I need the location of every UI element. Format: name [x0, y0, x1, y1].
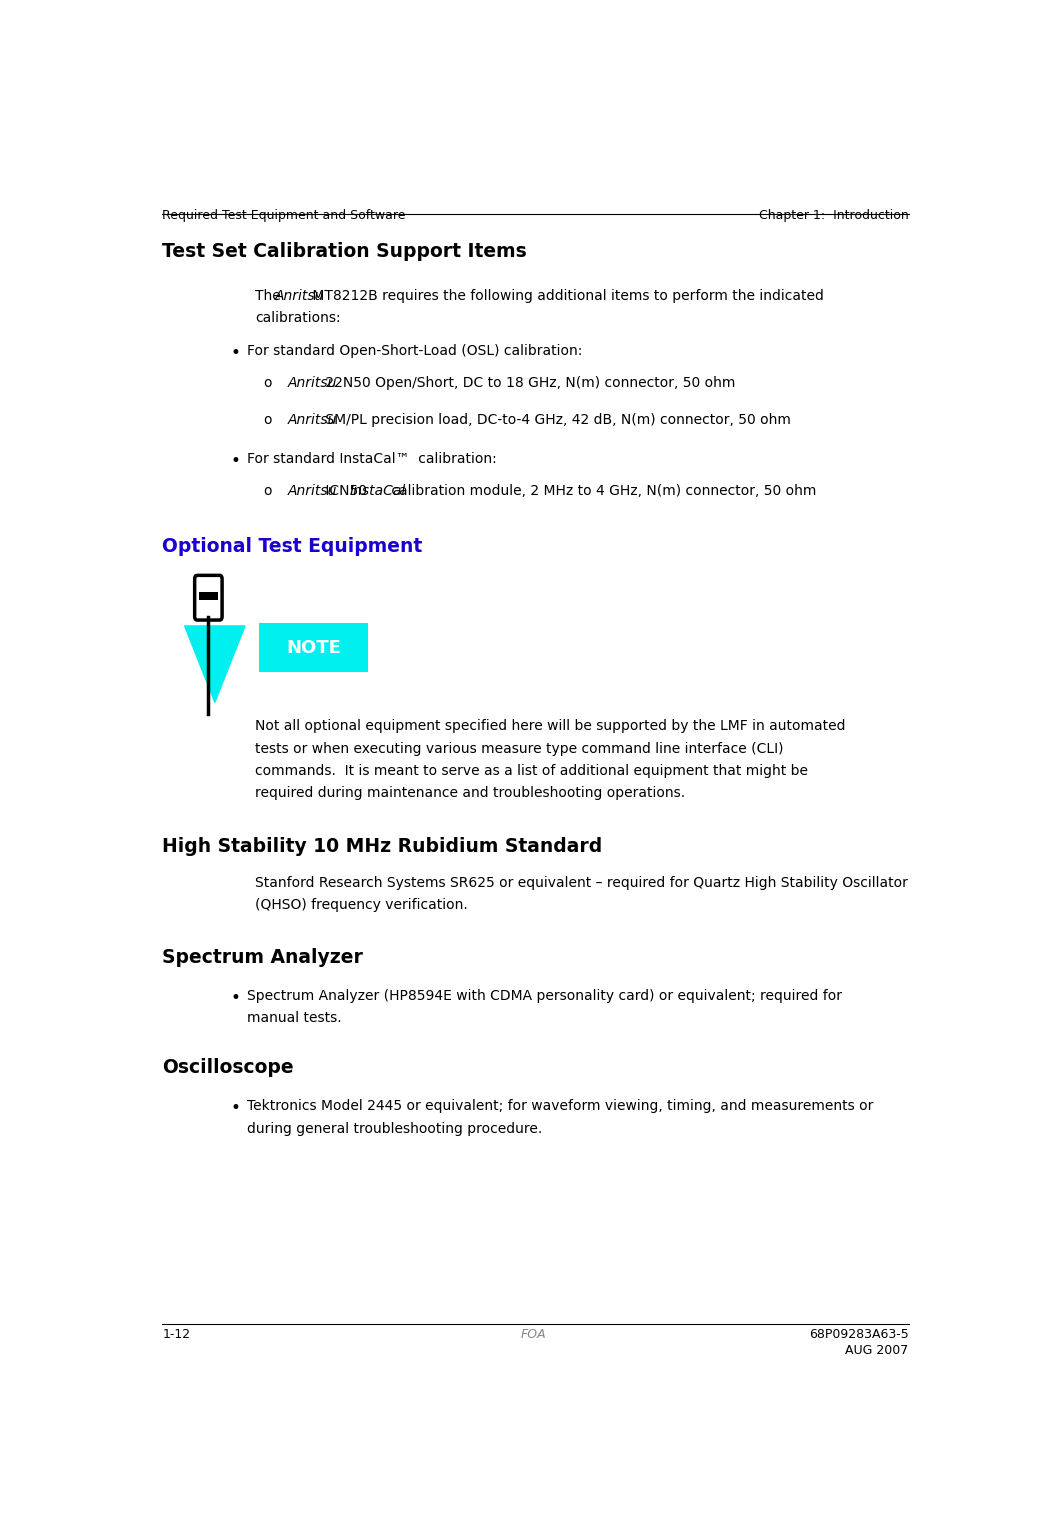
Text: Spectrum Analyzer (HP8594E with CDMA personality card) or equivalent; required f: Spectrum Analyzer (HP8594E with CDMA per…: [247, 988, 842, 1003]
Text: required during maintenance and troubleshooting operations.: required during maintenance and troubles…: [255, 786, 685, 800]
FancyBboxPatch shape: [199, 592, 218, 600]
Text: Stanford Research Systems SR625 or equivalent – required for Quartz High Stabili: Stanford Research Systems SR625 or equiv…: [255, 876, 908, 890]
Text: Chapter 1:  Introduction: Chapter 1: Introduction: [759, 209, 909, 221]
Text: 1-12: 1-12: [162, 1328, 191, 1341]
Text: MT8212B requires the following additional items to perform the indicated: MT8212B requires the following additiona…: [308, 289, 823, 302]
Text: 22N50 Open/Short, DC to 18 GHz, N(m) connector, 50 ohm: 22N50 Open/Short, DC to 18 GHz, N(m) con…: [321, 376, 735, 389]
Text: calibrations:: calibrations:: [255, 312, 340, 325]
FancyBboxPatch shape: [259, 623, 369, 672]
Text: •: •: [231, 1099, 240, 1118]
Text: FOA: FOA: [520, 1328, 547, 1341]
Text: ICN50: ICN50: [321, 484, 371, 498]
Text: Anritsu: Anritsu: [275, 289, 324, 302]
Text: Anritsu: Anritsu: [287, 412, 337, 426]
Text: •: •: [231, 988, 240, 1006]
Polygon shape: [184, 626, 245, 702]
Text: Optional Test Equipment: Optional Test Equipment: [162, 538, 423, 556]
Text: Tektronics Model 2445 or equivalent; for waveform viewing, timing, and measureme: Tektronics Model 2445 or equivalent; for…: [247, 1099, 873, 1113]
Text: manual tests.: manual tests.: [247, 1011, 341, 1025]
Text: InstaCal: InstaCal: [350, 484, 406, 498]
Text: during general troubleshooting procedure.: during general troubleshooting procedure…: [247, 1121, 542, 1136]
FancyBboxPatch shape: [195, 576, 222, 620]
Text: Not all optional equipment specified here will be supported by the LMF in automa: Not all optional equipment specified her…: [255, 719, 845, 733]
Text: Anritsu: Anritsu: [287, 484, 337, 498]
Text: For standard InstaCal™  calibration:: For standard InstaCal™ calibration:: [247, 452, 497, 466]
Text: o: o: [263, 376, 272, 389]
Text: Test Set Calibration Support Items: Test Set Calibration Support Items: [162, 243, 527, 261]
Text: The: The: [255, 289, 285, 302]
Text: Spectrum Analyzer: Spectrum Analyzer: [162, 948, 363, 967]
Text: •: •: [231, 452, 240, 470]
Text: For standard Open-Short-Load (OSL) calibration:: For standard Open-Short-Load (OSL) calib…: [247, 344, 583, 359]
Text: AUG 2007: AUG 2007: [845, 1344, 909, 1358]
Text: NOTE: NOTE: [286, 638, 341, 657]
Text: Required Test Equipment and Software: Required Test Equipment and Software: [162, 209, 406, 221]
Text: commands.  It is meant to serve as a list of additional equipment that might be: commands. It is meant to serve as a list…: [255, 764, 808, 779]
Text: o: o: [263, 484, 272, 498]
Text: SM/PL precision load, DC-to-4 GHz, 42 dB, N(m) connector, 50 ohm: SM/PL precision load, DC-to-4 GHz, 42 dB…: [321, 412, 790, 426]
Text: o: o: [263, 412, 272, 426]
Text: (QHSO) frequency verification.: (QHSO) frequency verification.: [255, 898, 467, 912]
Text: High Stability 10 MHz Rubidium Standard: High Stability 10 MHz Rubidium Standard: [162, 837, 603, 857]
Text: calibration module, 2 MHz to 4 GHz, N(m) connector, 50 ohm: calibration module, 2 MHz to 4 GHz, N(m)…: [387, 484, 817, 498]
Text: •: •: [231, 344, 240, 362]
Text: tests or when executing various measure type command line interface (CLI): tests or when executing various measure …: [255, 742, 784, 756]
Text: Anritsu: Anritsu: [287, 376, 337, 389]
Text: Oscilloscope: Oscilloscope: [162, 1058, 294, 1077]
Text: 68P09283A63-5: 68P09283A63-5: [809, 1328, 909, 1341]
